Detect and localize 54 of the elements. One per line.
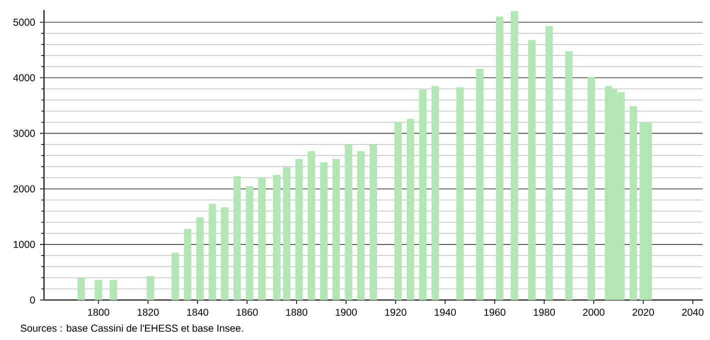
bar	[233, 176, 241, 300]
x-tick-label: 1920	[385, 308, 406, 316]
bar	[565, 51, 573, 300]
bar	[432, 86, 439, 300]
y-tick-label: 5000	[13, 18, 35, 26]
bar	[172, 252, 179, 300]
bar	[528, 40, 536, 300]
bar	[184, 228, 192, 300]
bar	[221, 207, 228, 300]
bar	[110, 280, 118, 300]
x-tick-label: 2020	[632, 308, 654, 316]
bar	[370, 144, 378, 300]
bar	[588, 77, 595, 300]
bar	[196, 217, 204, 300]
y-tick-label: 2000	[14, 185, 35, 192]
x-tick-label: 1800	[88, 308, 110, 316]
x-tick-label: 1900	[336, 308, 357, 316]
x-tick-label: 1980	[534, 308, 555, 316]
bar	[394, 122, 402, 300]
bar	[146, 276, 154, 300]
x-tick-label: 1960	[484, 308, 506, 316]
bar	[406, 118, 414, 300]
bar	[94, 280, 102, 300]
x-tick-label: 2000	[583, 308, 604, 316]
y-tick-label: 1000	[14, 240, 35, 248]
x-tick-label: 1880	[286, 308, 308, 316]
bar	[273, 175, 280, 300]
y-tick-label: 3000	[13, 130, 35, 137]
bar	[258, 177, 266, 300]
bar	[282, 167, 290, 300]
x-tick-label: 1860	[236, 308, 258, 316]
x-tick-label: 1820	[138, 308, 159, 316]
bar	[320, 162, 328, 300]
bar	[357, 151, 365, 300]
x-tick-label: 1940	[434, 308, 456, 316]
bar	[344, 144, 352, 300]
bar	[630, 106, 638, 300]
bar	[208, 204, 216, 300]
bar	[419, 89, 427, 300]
bar	[77, 278, 85, 300]
bar	[545, 26, 553, 300]
y-tick-label: 0	[30, 296, 35, 304]
bar	[456, 87, 464, 300]
x-tick-label: 1840	[187, 308, 208, 316]
x-tick-label: 2040	[682, 308, 704, 316]
bar	[246, 186, 254, 300]
bar	[295, 158, 303, 300]
bar	[308, 151, 316, 300]
y-tick-label: 4000	[13, 74, 35, 82]
source-note: Sources : base Cassini de l'EHESS et base Insee.	[20, 324, 243, 332]
bar	[510, 11, 518, 300]
bar	[496, 16, 504, 300]
bar	[476, 68, 484, 300]
bar	[332, 158, 340, 300]
